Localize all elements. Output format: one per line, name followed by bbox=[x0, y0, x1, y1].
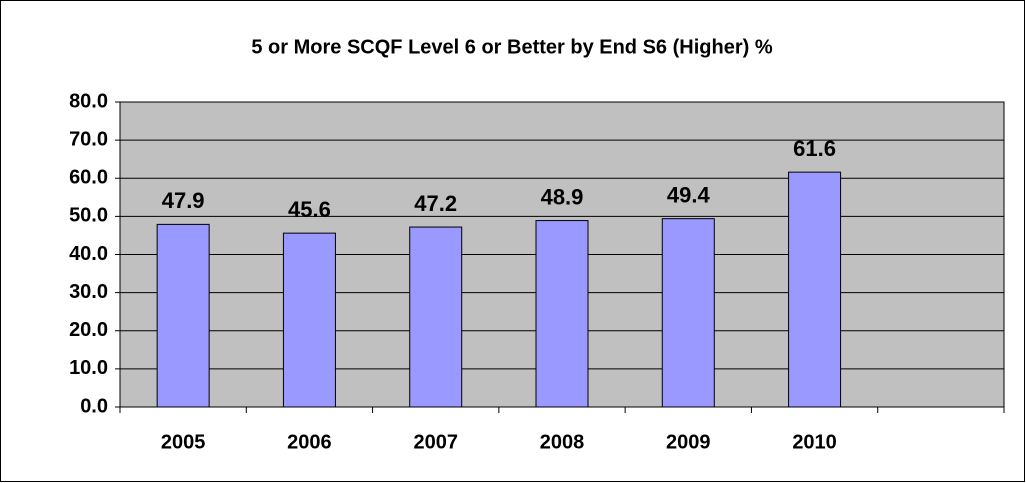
data-label: 61.6 bbox=[793, 136, 836, 161]
data-label: 47.9 bbox=[162, 188, 205, 213]
bar bbox=[282, 232, 336, 408]
x-tick-label: 2007 bbox=[413, 431, 458, 453]
x-tick-label: 2008 bbox=[540, 431, 585, 453]
y-tick-label: 0.0 bbox=[80, 395, 108, 417]
x-tick-label: 2006 bbox=[287, 431, 332, 453]
y-tick-label: 70.0 bbox=[69, 128, 108, 150]
x-tick-label: 2010 bbox=[792, 431, 837, 453]
y-tick-label: 10.0 bbox=[69, 357, 108, 379]
x-tick-label: 2005 bbox=[161, 431, 206, 453]
data-label: 49.4 bbox=[667, 182, 711, 207]
bar bbox=[661, 218, 715, 408]
bar bbox=[535, 220, 589, 408]
y-tick-label: 50.0 bbox=[69, 205, 108, 227]
bar bbox=[788, 171, 842, 408]
chart-title: 5 or More SCQF Level 6 or Better by End … bbox=[251, 36, 772, 58]
y-tick-label: 30.0 bbox=[69, 281, 108, 303]
x-tick-label: 2009 bbox=[666, 431, 711, 453]
y-tick-label: 60.0 bbox=[69, 167, 108, 189]
data-label: 48.9 bbox=[541, 184, 584, 209]
bar bbox=[156, 223, 210, 408]
bar bbox=[409, 226, 463, 408]
y-tick-label: 20.0 bbox=[69, 319, 108, 341]
y-tick-label: 80.0 bbox=[69, 90, 108, 112]
y-tick-label: 40.0 bbox=[69, 243, 108, 265]
data-label: 45.6 bbox=[288, 197, 331, 222]
data-label: 47.2 bbox=[414, 191, 457, 216]
